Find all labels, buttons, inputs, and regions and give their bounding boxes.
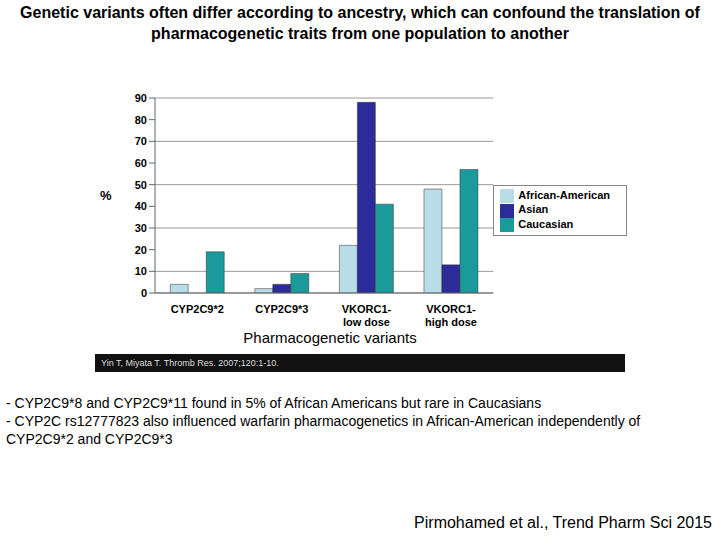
svg-text:30: 30 — [135, 222, 147, 234]
html-text:Pharmacogenetic variants: Pharmacogenetic variants — [243, 329, 417, 346]
svg-text:70: 70 — [135, 135, 147, 147]
svg-text:CYP2C9*2: CYP2C9*2 — [171, 303, 224, 315]
html-text:Pirmohamed et al., Trend Pharm: Pirmohamed et al., Trend Pharm Sci 2015 — [414, 514, 712, 531]
svg-text:VKORC1-low dose: VKORC1-low dose — [342, 303, 392, 328]
svg-text:CYP2C9*3: CYP2C9*3 — [255, 303, 308, 315]
html-text:Genetic variants often differ: Genetic variants often differ according … — [20, 4, 700, 42]
svg-text:40: 40 — [135, 200, 147, 212]
svg-text:0: 0 — [141, 287, 147, 299]
svg-text:20: 20 — [135, 244, 147, 256]
html-text:Asian: Asian — [518, 203, 549, 216]
svg-text:%: % — [100, 188, 112, 203]
html-text:- CYP2C9*8 and CYP2C9*11 found: - CYP2C9*8 and CYP2C9*11 found in 5% of … — [6, 395, 542, 411]
svg-text:50: 50 — [135, 179, 147, 191]
html-text:- CYP2C rs12777823 also influe: - CYP2C rs12777823 also influenced warfa… — [6, 413, 641, 447]
html-text:Yin T, Miyata T. Thromb Res. 2: Yin T, Miyata T. Thromb Res. 2007;120:1-… — [101, 358, 279, 368]
svg-text:90: 90 — [135, 92, 147, 104]
svg-text:80: 80 — [135, 114, 147, 126]
html-text:African-American: African-American — [518, 189, 610, 202]
svg-text:10: 10 — [135, 265, 147, 277]
svg-text:60: 60 — [135, 157, 147, 169]
svg-text:VKORC1-high dose: VKORC1-high dose — [425, 303, 477, 328]
html-text:Caucasian: Caucasian — [518, 217, 574, 230]
